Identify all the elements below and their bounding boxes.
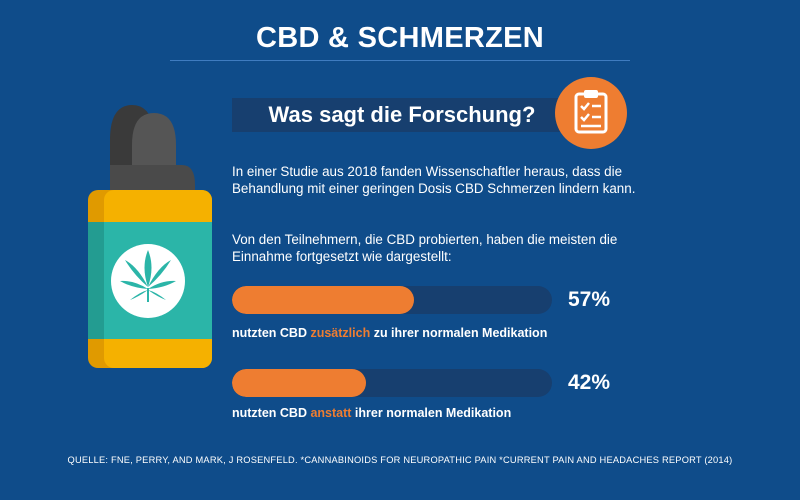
page-title: CBD & SCHMERZEN [255,22,545,54]
stat-caption-highlight: zusätzlich [310,326,371,340]
cbd-oil-bottle-icon [88,105,212,368]
participants-paragraph: Von den Teilnehmern, die CBD probierten,… [232,232,618,264]
stat-bar-fill [232,369,367,397]
stat-bar-track [232,286,552,314]
cannabis-leaf-icon [120,250,176,302]
question-banner [232,98,572,132]
stat-bar-track [232,369,552,397]
study-paragraph: In einer Studie aus 2018 fanden Wissensc… [232,164,636,196]
source-footnote: QUELLE: FNE, PERRY, AND MARK, J ROSENFEL… [67,455,733,465]
stat-caption: nutzten CBD zusätzlich zu ihrer normalen… [232,326,548,340]
question-heading: Was sagt die Forschung? [268,102,536,127]
stat-percent: 57% [568,288,611,311]
stat-bar-fill [232,286,415,314]
stat-caption-highlight: anstatt [310,406,352,420]
title-divider [170,60,630,61]
stat-percent: 42% [568,371,611,394]
stat-caption: nutzten CBD anstatt ihrer normalen Medik… [232,406,512,420]
clipboard-checklist-icon [574,90,608,134]
clipboard-badge [555,77,627,149]
